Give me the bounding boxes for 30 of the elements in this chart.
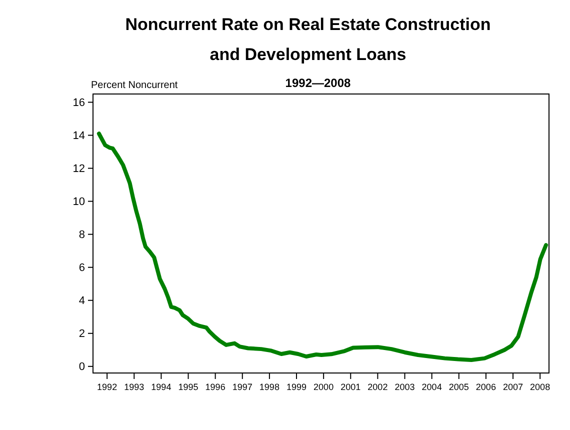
y-tick-label: 8: [78, 229, 85, 242]
chart-title: Noncurrent Rate on Real Estate Construction and Development Loans: [125, 15, 491, 64]
x-tick-label: 1996: [205, 382, 226, 392]
x-tick-label: 1999: [286, 382, 307, 392]
x-tick-label: 2003: [394, 382, 415, 392]
x-tick-label: 2001: [340, 382, 361, 392]
x-tick-label: 1998: [259, 382, 280, 392]
y-tick-label: 12: [72, 163, 85, 176]
y-axis-title: Percent Noncurrent: [91, 80, 178, 91]
line-series: [96, 132, 548, 362]
x-tick-label: 2005: [448, 382, 469, 392]
x-tick-label: 2000: [314, 382, 334, 392]
x-tick-label: 2006: [476, 382, 496, 392]
chart-subtitle: 1992—2008: [285, 76, 352, 90]
x-tick-label: 2007: [502, 382, 524, 392]
y-tick-label: 2: [78, 328, 85, 340]
y-tick-label: 14: [72, 130, 85, 142]
y-tick-label: 6: [78, 262, 85, 274]
x-tick-label: 1997: [232, 382, 252, 392]
y-tick-label: 10: [72, 196, 85, 208]
y-tick-label: 4: [78, 295, 85, 308]
x-tick-label: 2008: [530, 382, 550, 392]
x-tick-label: 1994: [151, 382, 172, 392]
x-tick-label: 1992: [97, 382, 118, 392]
x-tick-label: 1995: [178, 382, 198, 392]
y-tick-label: 16: [72, 97, 85, 110]
x-tick-label: 1993: [124, 382, 144, 392]
x-tick-label: 2004: [422, 382, 442, 392]
y-tick-label: 0: [78, 361, 85, 374]
x-tick-label: 2002: [368, 382, 388, 392]
